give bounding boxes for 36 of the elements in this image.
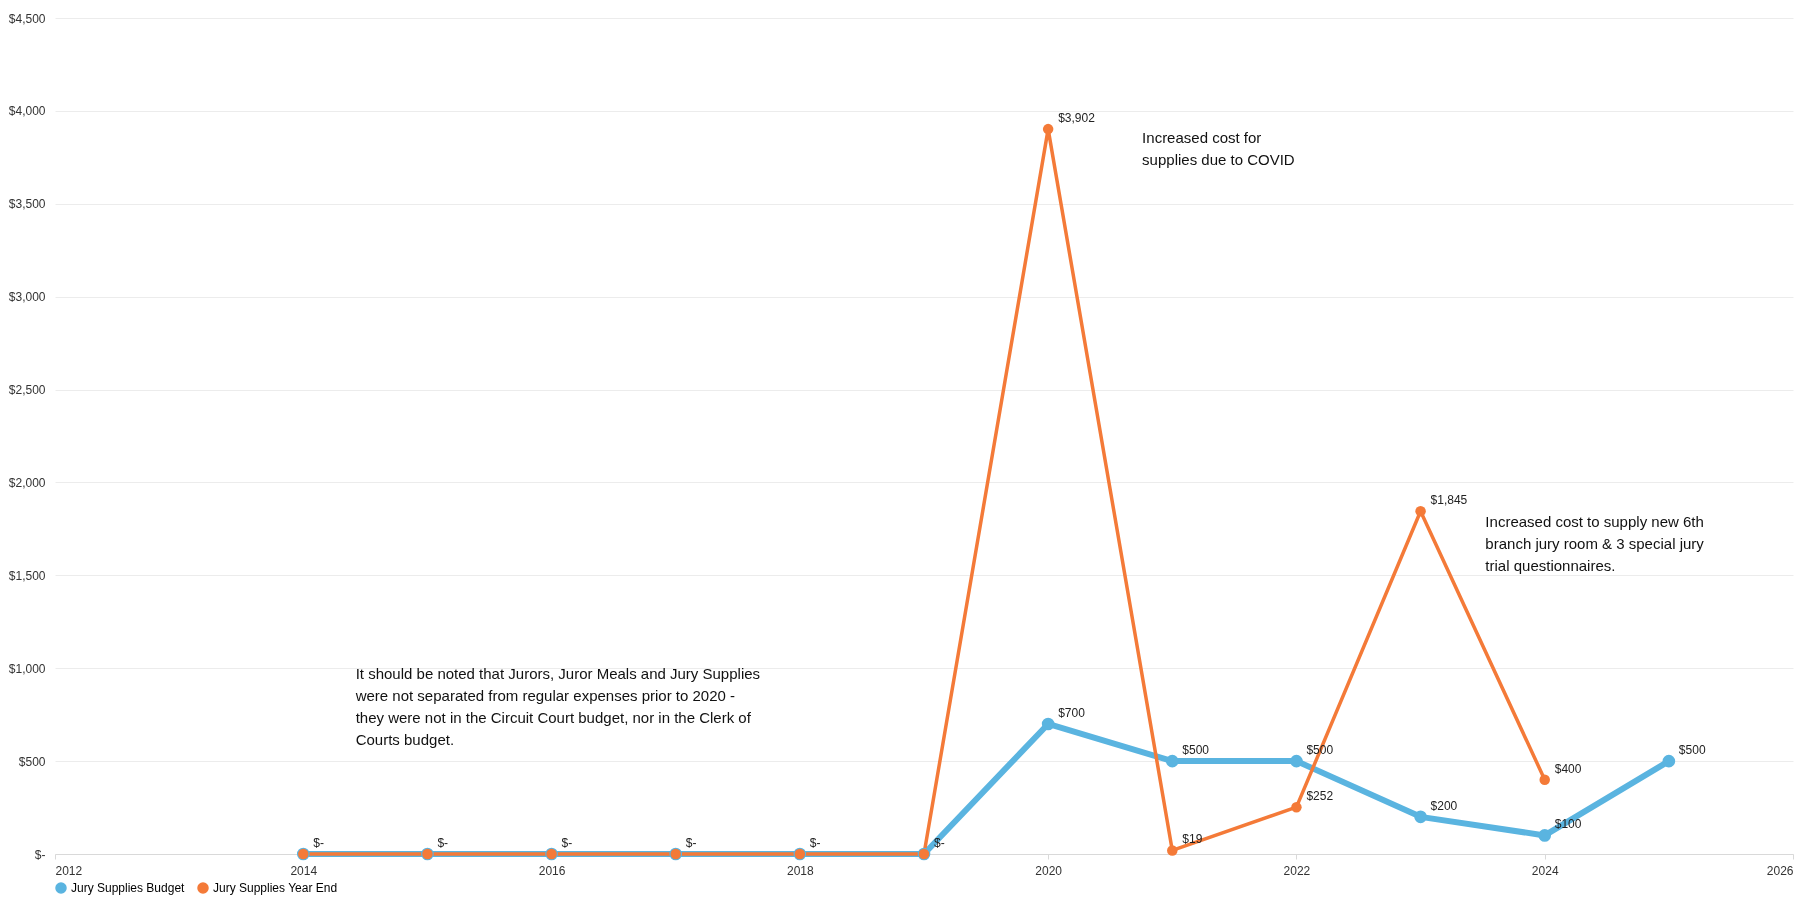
x-tick-label: 2020 <box>1035 863 1063 878</box>
y-tick-label: $3,000 <box>8 290 46 305</box>
y-tick-label: $1,500 <box>8 568 46 583</box>
y-tick-label: $2,000 <box>8 475 46 490</box>
data-label: $500 <box>1678 743 1706 758</box>
data-label: $- <box>437 836 449 850</box>
data-label: $- <box>685 836 697 850</box>
y-tick-label: $1,000 <box>8 661 46 676</box>
data-label: $400 <box>1554 761 1582 776</box>
data-label: $- <box>809 836 821 850</box>
legend-label: Jury Supplies Year End <box>213 881 338 895</box>
data-label: $- <box>313 836 324 850</box>
x-tick-label: 2026 <box>1766 863 1794 878</box>
x-tick-label: 2024 <box>1531 863 1559 878</box>
annotation: Increased cost for supplies due to COVID <box>1142 128 1295 168</box>
y-tick-label: $2,500 <box>8 383 46 398</box>
data-label: $700 <box>1058 705 1086 720</box>
data-label: $252 <box>1306 789 1334 804</box>
x-tick-label: 2014 <box>290 863 318 878</box>
y-tick-label: $3,500 <box>8 197 46 212</box>
data-label: $500 <box>1182 743 1210 758</box>
data-label: $1,845 <box>1430 493 1468 508</box>
y-tick-label: $4,000 <box>8 104 46 119</box>
data-label: $200 <box>1430 798 1458 813</box>
y-tick-label: $- <box>34 847 46 862</box>
legend-label: Jury Supplies Budget <box>71 881 186 895</box>
x-tick-label: 2022 <box>1283 863 1311 878</box>
data-label: $3,902 <box>1058 111 1096 126</box>
y-tick-label: $500 <box>18 754 46 769</box>
x-tick-label: 2012 <box>55 863 83 878</box>
x-tick-label: 2016 <box>538 863 566 878</box>
annotation: It should be noted that Jurors, Juror Meals and Jury Supplies were not separated from regular expenses prior to 2020 - they were not in the Circuit Court budget, nor in the Clerk of Courts budget. <box>354 664 761 748</box>
x-tick-label: 2018 <box>787 863 815 878</box>
y-tick-label: $4,500 <box>8 11 46 26</box>
data-label: $- <box>561 836 573 850</box>
annotation: Increased cost to supply new 6th branch jury room & 3 special jury trial questionnaires. <box>1485 513 1705 575</box>
